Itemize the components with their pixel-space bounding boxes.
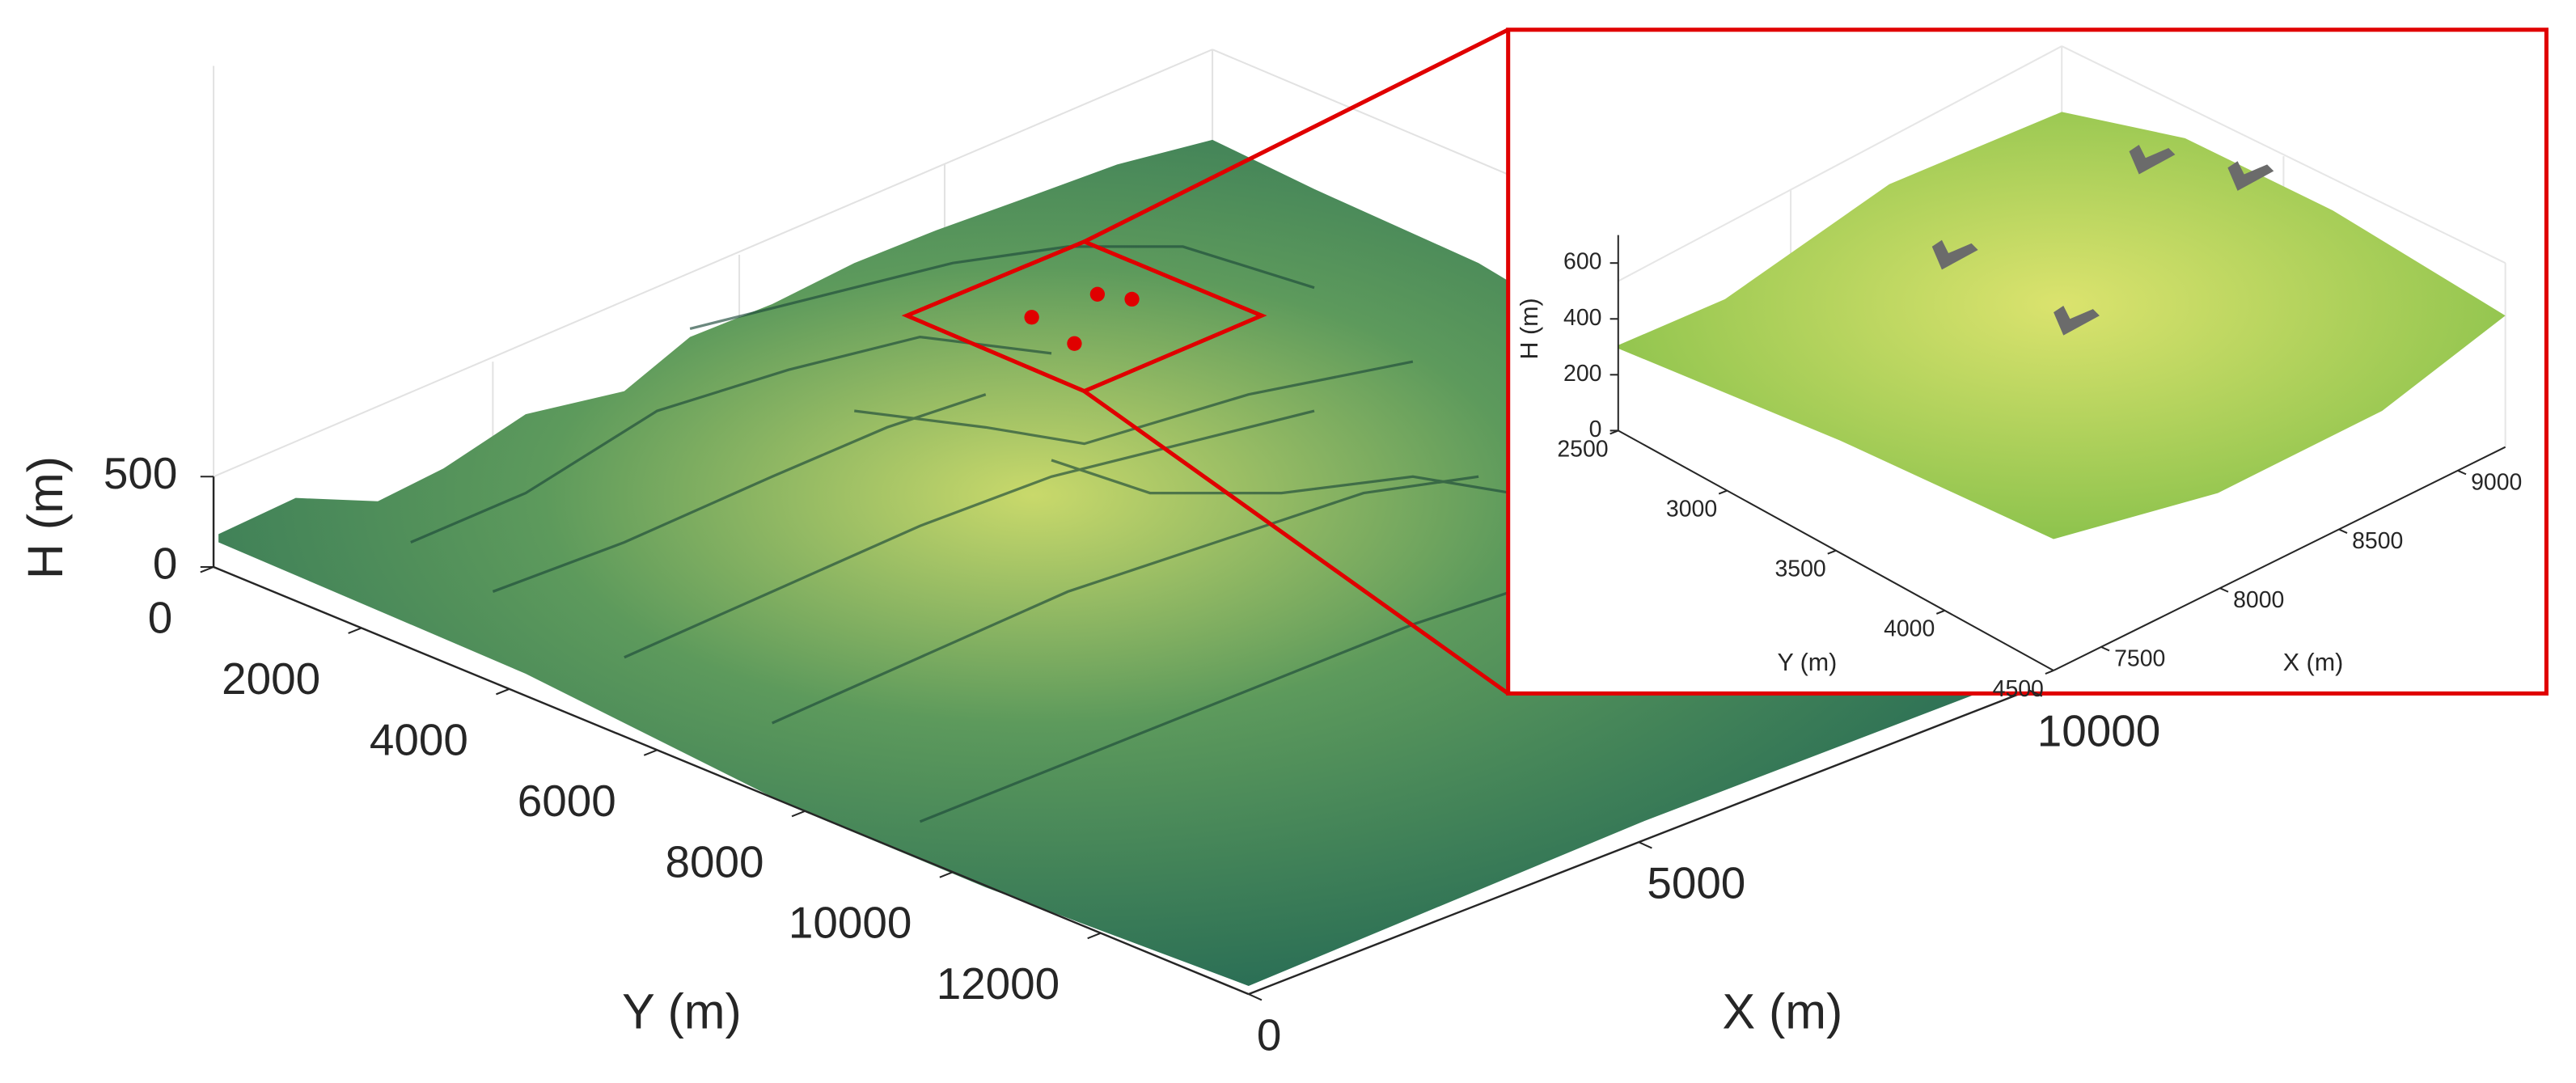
y-axis-line [213, 565, 1250, 996]
zoom-quad [901, 239, 1267, 394]
z-tick-label: 600 [1563, 249, 1601, 275]
inset-y-axis-title: Y (m) [1777, 649, 1837, 676]
x-axis-title: X (m) [1722, 984, 1842, 1039]
ridge [492, 393, 987, 593]
box-edge [213, 49, 1213, 478]
ridge [919, 590, 1512, 823]
y-tick [348, 627, 362, 634]
y-tick-label: 6000 [518, 776, 616, 826]
z-tick-label: 200 [1563, 361, 1601, 387]
y-tick-label: 4500 [1993, 676, 2044, 702]
y-tick-label: 12000 [937, 958, 1060, 1009]
uav-points [1024, 286, 1140, 351]
z-tick-label: 0 [153, 538, 178, 588]
x-tick [1248, 993, 1263, 1001]
uav-dot [1024, 310, 1039, 325]
z-tick-label: 500 [104, 448, 177, 498]
ridge [624, 409, 1315, 659]
x-tick-label: 7500 [2114, 646, 2165, 672]
x-tick-label: 5000 [1647, 858, 1745, 908]
uav-icon [2054, 306, 2100, 336]
y-tick [1718, 489, 1728, 495]
y-tick [496, 687, 510, 696]
x-tick-label: 0 [1257, 1009, 1282, 1060]
x-tick [2338, 528, 2348, 534]
ridge [772, 475, 1479, 725]
zoom-region [901, 27, 1510, 696]
y-axis-title: Y (m) [622, 984, 742, 1039]
y-tick [791, 810, 806, 818]
z-tick-label: 400 [1563, 305, 1601, 331]
inset-z-axis-title: H (m) [1516, 298, 1543, 359]
y-tick [1087, 932, 1102, 940]
ridge [1051, 459, 1512, 495]
y-tick-label: 3000 [1666, 496, 1717, 522]
x-axis-line [2053, 446, 2506, 671]
uav-dot [1124, 291, 1140, 307]
x-tick [2028, 689, 2043, 697]
y-tick-label: 4000 [370, 714, 468, 764]
terrain-ridges [410, 245, 1512, 823]
y-tick-label: 8000 [666, 836, 764, 886]
y-tick-label: 4000 [1884, 616, 1935, 642]
x-tick [2100, 645, 2110, 652]
x-tick [2219, 587, 2229, 593]
x-tick-label: 8000 [2233, 587, 2284, 613]
y-tick-label: 0 [148, 593, 173, 643]
uav-dot [1067, 336, 1082, 351]
zoom-connector [1083, 389, 1510, 696]
y-tick-label: 2500 [1557, 436, 1608, 462]
x-tick-label: 10000 [2037, 706, 2160, 756]
y-tick-label: 3500 [1775, 556, 1826, 582]
y-tick [2045, 670, 2054, 675]
y-tick [643, 749, 658, 756]
y-tick [200, 566, 214, 573]
z-tick-label: 0 [1589, 417, 1602, 442]
uav-icon [1931, 239, 1978, 270]
zoom-connector [1083, 27, 1509, 244]
uav-icon [2227, 161, 2274, 191]
ridge [410, 335, 1052, 544]
ridge [854, 360, 1414, 446]
x-tick-label: 8500 [2352, 528, 2403, 554]
box-edge [2061, 45, 2506, 264]
box-edge [1618, 45, 2062, 282]
y-tick [1935, 609, 1945, 615]
x-tick [1638, 841, 1652, 849]
ridge [689, 245, 1315, 331]
y-tick-label: 10000 [789, 898, 912, 948]
x-tick [2457, 469, 2467, 476]
y-tick-label: 2000 [222, 654, 320, 704]
uav-dot [1089, 286, 1106, 302]
y-tick [939, 871, 954, 878]
x-tick-label: 9000 [2471, 470, 2522, 496]
y-tick [1827, 549, 1837, 555]
z-axis-title: H (m) [18, 456, 73, 579]
uav-icons [1931, 144, 2274, 336]
uav-icon [2129, 144, 2176, 175]
inset-x-axis-title: X (m) [2283, 649, 2343, 676]
